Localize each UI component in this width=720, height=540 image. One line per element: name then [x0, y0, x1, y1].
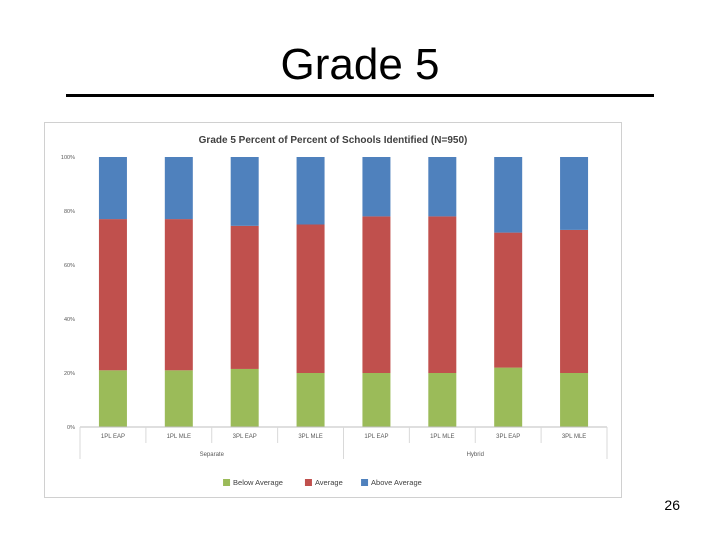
- legend-swatch: [361, 479, 369, 486]
- bar-above-average: [164, 157, 193, 220]
- bar-above-average: [428, 157, 457, 217]
- x-tick-label: 3PL EAP: [496, 434, 520, 440]
- bar-average: [230, 225, 259, 369]
- bar-average: [494, 232, 523, 368]
- y-tick-label: 60%: [64, 263, 75, 269]
- bar-below-average: [164, 370, 193, 427]
- bar-average: [164, 219, 193, 371]
- legend-label: Below Average: [233, 478, 283, 487]
- legend-swatch: [223, 479, 231, 486]
- bar-above-average: [494, 157, 523, 233]
- bar-above-average: [230, 157, 259, 226]
- y-tick-label: 0%: [67, 425, 75, 431]
- x-tick-label: 1PL EAP: [101, 434, 125, 440]
- bar-below-average: [230, 368, 259, 427]
- x-group-label: Hybrid: [467, 452, 484, 458]
- bar-above-average: [362, 157, 391, 217]
- x-tick-label: 3PL MLE: [562, 434, 586, 440]
- bar-above-average: [296, 157, 325, 225]
- page-number: 26: [664, 497, 680, 513]
- bar-average: [362, 216, 391, 373]
- x-tick-label: 3PL MLE: [298, 434, 322, 440]
- bar-average: [560, 229, 589, 373]
- legend-swatch: [304, 479, 312, 486]
- bar-above-average: [560, 157, 589, 230]
- bar-below-average: [428, 373, 457, 427]
- bar-below-average: [98, 370, 127, 427]
- y-tick-label: 100%: [61, 155, 75, 161]
- y-tick-label: 40%: [64, 317, 75, 323]
- x-group-label: Separate: [200, 452, 225, 458]
- legend-label: Above Average: [371, 478, 422, 487]
- bar-average: [98, 219, 127, 371]
- title-underline: [66, 94, 654, 97]
- chart-title: Grade 5 Percent of Percent of Schools Id…: [199, 135, 468, 146]
- x-tick-label: 1PL MLE: [167, 434, 191, 440]
- bar-above-average: [98, 157, 127, 220]
- bar-below-average: [560, 373, 589, 427]
- bar-below-average: [494, 367, 523, 427]
- bar-below-average: [362, 373, 391, 427]
- stacked-bar-chart: Grade 5 Percent of Percent of Schools Id…: [61, 135, 608, 487]
- chart-frame: Grade 5 Percent of Percent of Schools Id…: [44, 122, 622, 498]
- bar-average: [296, 224, 325, 373]
- x-tick-label: 1PL EAP: [364, 434, 388, 440]
- y-tick-label: 20%: [64, 371, 75, 377]
- x-tick-label: 1PL MLE: [430, 434, 454, 440]
- bar-below-average: [296, 373, 325, 427]
- bar-average: [428, 216, 457, 373]
- y-tick-label: 80%: [64, 209, 75, 215]
- slide-title: Grade 5: [280, 40, 440, 89]
- x-tick-label: 3PL EAP: [233, 434, 257, 440]
- legend-label: Average: [315, 478, 343, 487]
